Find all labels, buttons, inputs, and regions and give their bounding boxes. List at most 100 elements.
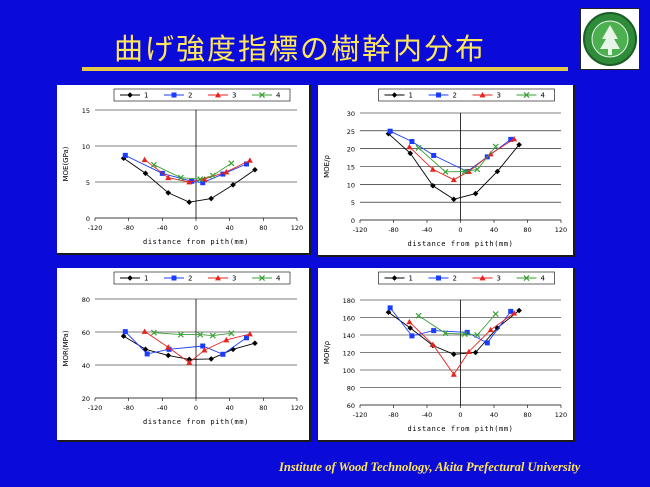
legend: 1 2 3 4 [113,88,291,102]
data-point [228,330,235,337]
data-point [165,174,172,181]
x-tick-label: 0 [194,404,198,412]
data-point [150,161,157,168]
data-point [122,329,128,335]
legend-marker [127,92,133,98]
series-3 [406,310,518,377]
data-point [442,168,449,175]
y-tick-label: 80 [347,385,355,393]
data-point [508,308,514,314]
data-point [220,171,226,177]
data-point [431,152,437,158]
legend-label: 2 [453,92,457,100]
data-point [474,166,481,173]
y-tick-label: 20 [82,395,90,403]
series-line [389,307,512,344]
legend-marker [215,92,221,98]
legend-marker [436,275,441,281]
x-tick-label: -120 [88,224,103,232]
series-line [153,162,232,180]
data-point [508,136,514,142]
data-point [186,179,193,185]
x-axis-label: distance from pith(mm) [408,425,514,433]
y-tick-label: 140 [343,332,355,340]
data-point [208,356,214,362]
y-tick-label: 120 [343,350,355,358]
series-2 [122,152,249,186]
footer-institution: Institute of Wood Technology, Akita Pref… [279,460,581,474]
y-tick-label: 10 [347,181,355,189]
y-tick-label: 10 [82,143,90,151]
data-point [228,160,235,167]
x-tick-label: 0 [458,411,462,419]
data-point [244,161,249,167]
data-point [142,170,149,177]
moe-chart: 0 5 10 15 -120 -80 -40 0 40 80 120 distance from pi… [62,88,303,246]
data-point [244,335,249,341]
x-tick-label: 80 [259,224,267,232]
data-point [429,341,436,348]
data-point [461,331,468,338]
data-point [465,348,472,355]
legend-label: 4 [276,92,281,100]
series-line [124,331,247,355]
legend: 1 2 3 4 [378,88,555,102]
data-point [431,328,437,334]
x-tick-label: -40 [422,411,433,419]
data-point [165,352,172,359]
data-point [387,128,393,134]
data-point [385,309,392,316]
legend-marker [127,275,133,281]
series-line [409,312,515,376]
x-tick-label: -40 [157,224,168,232]
data-point [511,136,518,142]
data-point [150,329,157,336]
legend-marker [479,92,486,98]
y-tick-label: 160 [343,315,355,323]
slide-title: 曲げ強度指標の樹幹内分布 [113,32,486,66]
y-tick-label: 25 [347,128,355,136]
series-3 [141,328,253,365]
x-tick-label: -40 [422,226,433,234]
x-tick-label: 40 [490,411,498,419]
series-line [153,332,232,337]
y-axis-label: MOE/ρ [323,155,331,178]
legend-label: 4 [276,275,281,283]
data-point [407,325,414,331]
data-point [197,176,204,183]
data-point [201,347,208,353]
data-point [406,143,413,150]
x-tick-label: 120 [555,411,567,419]
series-3 [406,136,518,183]
data-point [494,325,501,331]
data-point [484,340,490,346]
legend-label: 3 [497,275,501,283]
data-point [177,174,184,181]
series-1 [385,307,522,358]
series-line [388,310,520,355]
x-tick-label: -40 [157,404,168,412]
moe-chart-panel: 0 5 10 15 -120 -80 -40 0 40 80 120 distance from pi… [57,85,311,255]
data-point [246,330,253,337]
legend-label: 2 [188,275,192,283]
legend-marker [391,275,398,281]
data-point [415,312,422,319]
series-4 [415,143,499,175]
x-tick-label: 0 [194,224,198,232]
x-tick-label: 40 [490,226,498,234]
legend-label: 3 [232,275,236,283]
data-point [201,176,208,182]
data-point [186,356,193,363]
legend-marker [171,275,177,281]
data-point [223,336,230,343]
x-tick-label: -80 [123,224,134,232]
data-point [165,344,172,350]
series-4 [150,329,235,339]
series-line [409,138,515,181]
mor-chart: 20 40 60 80 -120 -80 -40 0 40 80 120 distance from … [62,271,303,426]
data-point [451,196,457,203]
legend-label: 1 [144,92,148,100]
x-tick-label: -120 [353,226,368,234]
data-point [487,326,494,333]
series-line [144,331,251,364]
